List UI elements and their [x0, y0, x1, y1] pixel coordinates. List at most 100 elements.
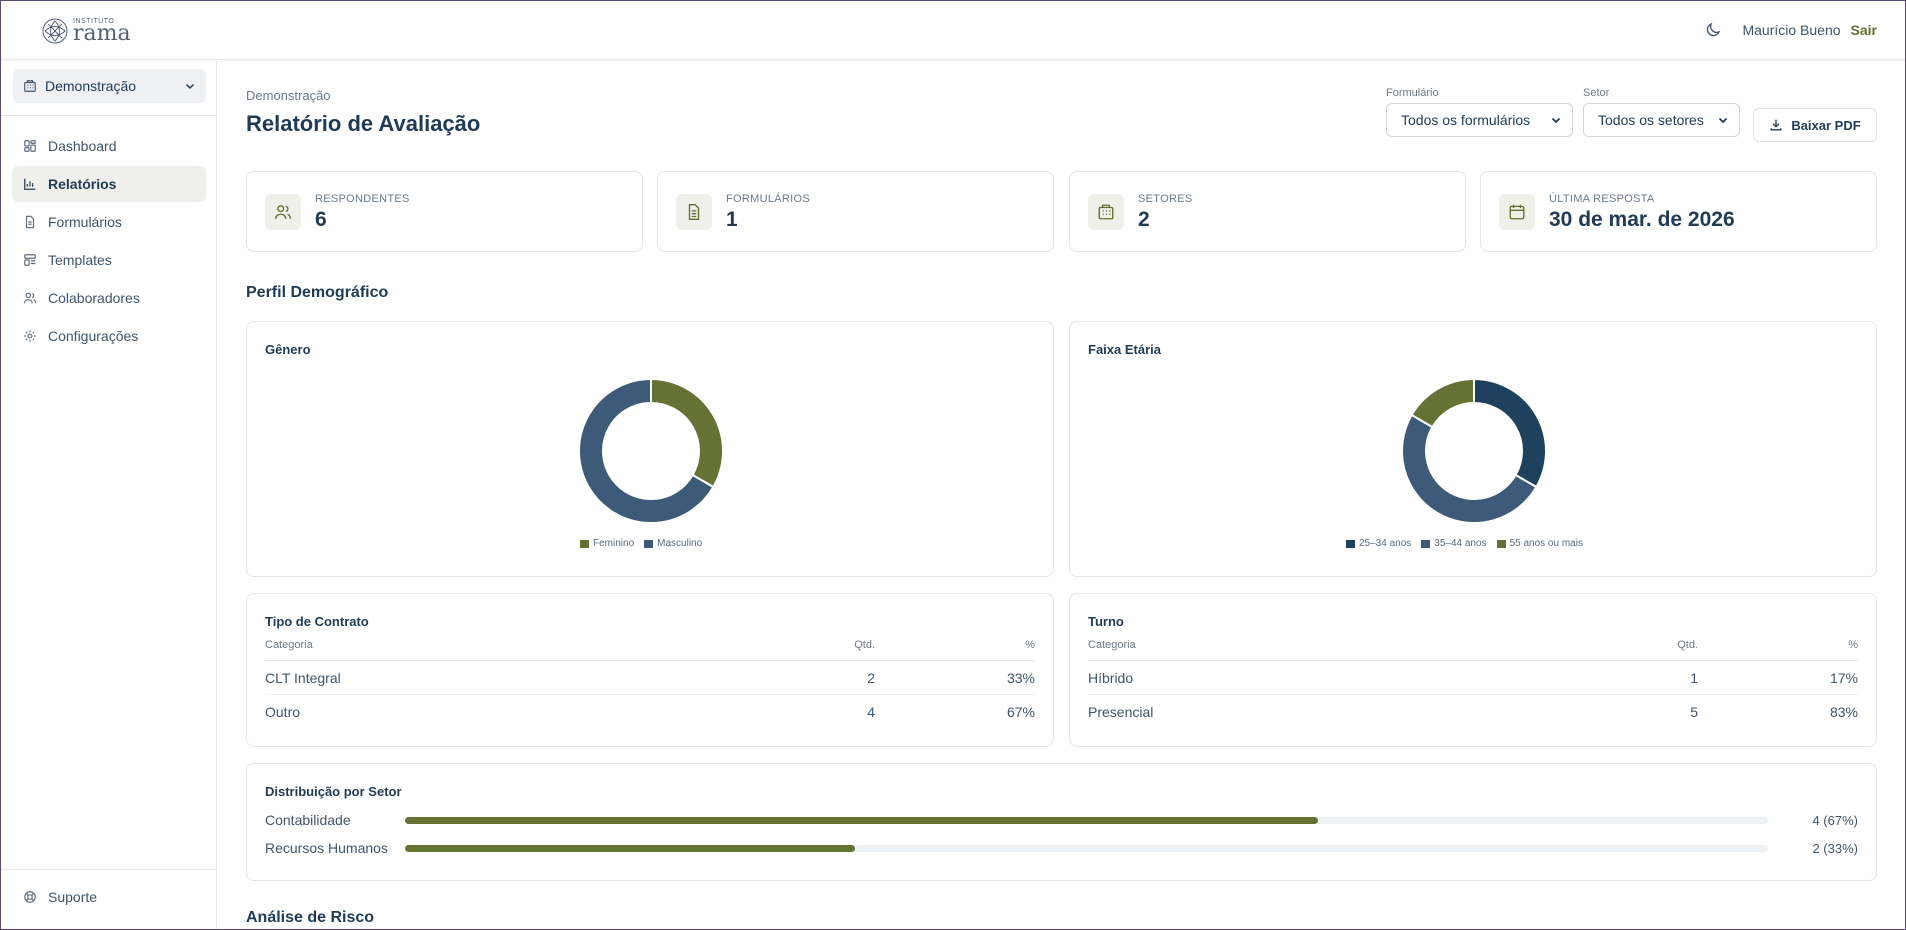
legend-item: Feminino: [580, 538, 634, 549]
donut-slice-55-anos-ou-mais[interactable]: [1410, 377, 1475, 429]
table-cell-qty: 5: [1690, 704, 1698, 720]
stat-card-forms: FORMULÁRIOS 1: [657, 171, 1054, 252]
stat-label: ÚLTIMA RESPOSTA: [1549, 193, 1655, 205]
legend-label: 55 anos ou mais: [1509, 538, 1583, 549]
gear-icon: [24, 330, 36, 342]
download-pdf-label: Baixar PDF: [1791, 117, 1861, 133]
form-filter-label: Formulário: [1386, 87, 1439, 99]
sector-bar-label: Recursos Humanos: [265, 840, 388, 856]
sidebar-divider: [1, 115, 217, 116]
table-header-qty: Qtd.: [854, 639, 875, 651]
section-title-demographic: Perfil Demográfico: [246, 284, 389, 301]
legend-label: 25–34 anos: [1359, 538, 1412, 549]
stat-label: FORMULÁRIOS: [726, 193, 810, 205]
organization-select[interactable]: Demonstração: [13, 69, 206, 103]
gender-donut-chart: [578, 377, 724, 524]
legend-label: Masculino: [657, 538, 703, 549]
contract-type-card: Tipo de Contrato Categoria Qtd. % CLT In…: [246, 593, 1054, 747]
shift-card: Turno Categoria Qtd. % Híbrido 1 17% Pre…: [1069, 593, 1877, 747]
logo[interactable]: INSTITUTO rama: [39, 15, 131, 47]
donut-slice-feminino[interactable]: [650, 377, 724, 489]
support-link[interactable]: Suporte: [23, 889, 97, 905]
stat-value: 2: [1138, 208, 1150, 231]
table-header: Categoria Qtd. %: [1088, 639, 1858, 661]
logo-small-text: INSTITUTO: [73, 17, 115, 25]
table-cell-qty: 4: [867, 704, 875, 720]
sidebar-item-label: Formulários: [48, 214, 122, 230]
table-cell-qty: 1: [1690, 669, 1698, 686]
age-chart-title: Faixa Etária: [1088, 342, 1161, 357]
chevron-down-icon: [1551, 117, 1561, 124]
sector-bar-track: [405, 844, 1768, 852]
gender-chart-card: Gênero Feminino Masculino: [246, 321, 1054, 577]
sidebar-item-relatorios[interactable]: Relatórios: [12, 166, 206, 202]
sector-bar-fill: [405, 816, 1319, 824]
organization-name: Demonstração: [45, 78, 137, 94]
table-header-category: Categoria: [1088, 639, 1136, 651]
table-row: Presencial 5 83%: [1088, 695, 1858, 729]
sector-bar-value: 2 (33%): [1812, 840, 1858, 856]
legend-swatch: [1496, 539, 1506, 548]
document-icon: [25, 215, 35, 229]
sector-bar-value: 4 (67%): [1812, 812, 1858, 828]
sidebar-item-templates[interactable]: Templates: [12, 242, 206, 278]
table-cell-category: Híbrido: [1088, 669, 1134, 686]
sidebar-item-dashboard[interactable]: Dashboard: [12, 128, 206, 164]
page-title: Relatório de Avaliação: [246, 111, 481, 136]
support-icon: [24, 891, 36, 903]
stat-label: RESPONDENTES: [315, 193, 410, 205]
moon-icon[interactable]: [1704, 21, 1722, 39]
logout-link[interactable]: Sair: [1850, 22, 1877, 38]
sidebar-item-label: Configurações: [48, 328, 139, 344]
sector-select[interactable]: Todos os setores: [1583, 103, 1740, 137]
age-chart-card: Faixa Etária 25–34 anos 35–44 anos 55 anos…: [1069, 321, 1877, 577]
shift-table: Categoria Qtd. % Híbrido 1 17% Presencia…: [1088, 639, 1858, 729]
table-header: Categoria Qtd. %: [265, 639, 1035, 661]
sidebar-item-configuracoes[interactable]: Configurações: [12, 318, 206, 354]
logo-big-text: rama: [73, 20, 131, 46]
sector-select-value: Todos os setores: [1598, 112, 1704, 128]
calendar-icon: [1509, 204, 1525, 220]
sidebar-item-formularios[interactable]: Formulários: [12, 204, 206, 240]
shift-title: Turno: [1088, 614, 1124, 629]
chevron-down-icon: [185, 83, 195, 90]
sector-bar-track: [405, 816, 1768, 824]
sector-distribution-title: Distribuição por Setor: [265, 784, 402, 799]
legend-label: 35–44 anos: [1434, 538, 1487, 549]
chevron-down-icon: [1718, 117, 1728, 124]
sidebar-item-label: Templates: [48, 252, 112, 268]
table-row: CLT Integral 2 33%: [265, 661, 1035, 695]
gender-chart-title: Gênero: [265, 342, 311, 357]
breadcrumb[interactable]: Demonstração: [246, 88, 331, 103]
download-pdf-button[interactable]: Baixar PDF: [1753, 108, 1877, 142]
table-row: Híbrido 1 17%: [1088, 661, 1858, 695]
table-row: Outro 4 67%: [265, 695, 1035, 729]
donut-slice-25-34-anos[interactable]: [1473, 377, 1547, 489]
support-label: Suporte: [48, 889, 98, 905]
contract-type-title: Tipo de Contrato: [265, 614, 369, 629]
table-cell-pct: 67%: [1006, 704, 1035, 720]
stat-value: 1: [726, 208, 738, 231]
sector-bar-label: Contabilidade: [265, 812, 351, 828]
legend-label: Feminino: [593, 538, 635, 549]
sidebar-nav: Dashboard Relatórios Formulários Templat…: [12, 128, 206, 356]
table-cell-category: Outro: [265, 704, 301, 720]
form-select[interactable]: Todos os formulários: [1386, 103, 1573, 137]
legend-swatch: [1346, 539, 1355, 548]
legend-item: Masculino: [644, 538, 702, 549]
legend-swatch: [1421, 539, 1431, 548]
stat-card-sectors: SETORES 2: [1069, 171, 1466, 252]
table-header-category: Categoria: [265, 639, 313, 651]
table-cell-qty: 2: [867, 669, 875, 686]
donut-slice-masculino[interactable]: [578, 377, 715, 524]
donut-slice-35-44-anos[interactable]: [1401, 413, 1538, 524]
sidebar-item-label: Dashboard: [48, 138, 117, 154]
stat-icon-box: [1088, 194, 1124, 230]
contract-type-table: Categoria Qtd. % CLT Integral 2 33% Outr…: [265, 639, 1035, 729]
sector-bar-row: Contabilidade 4 (67%): [265, 810, 1858, 830]
legend-swatch: [580, 539, 589, 548]
sidebar-item-colaboradores[interactable]: Colaboradores: [12, 280, 206, 316]
sidebar-item-label: Colaboradores: [48, 290, 140, 306]
age-donut-chart: [1401, 377, 1547, 524]
legend-swatch: [644, 539, 654, 548]
